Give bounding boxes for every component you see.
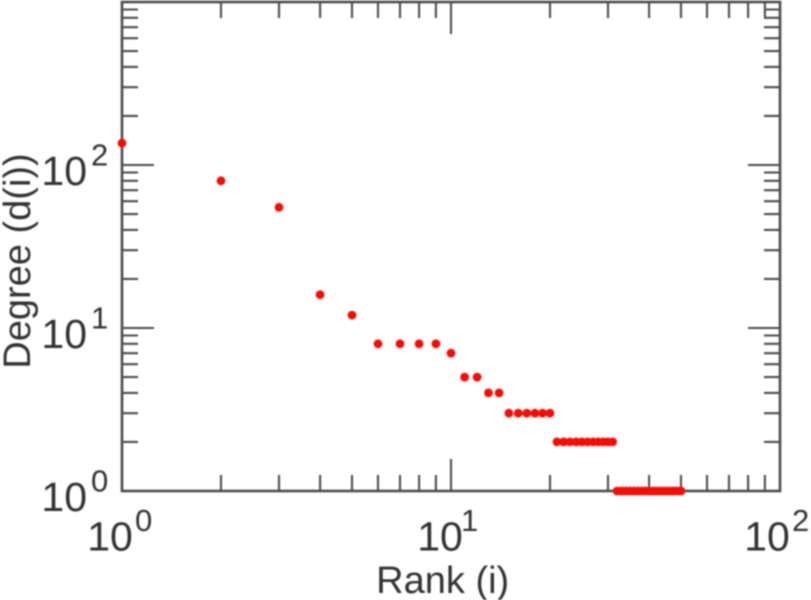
svg-text:10: 10 bbox=[744, 514, 790, 560]
svg-text:1: 1 bbox=[461, 503, 478, 538]
svg-text:1: 1 bbox=[91, 301, 108, 336]
svg-text:Degree (d(i)): Degree (d(i)) bbox=[0, 153, 39, 368]
svg-text:2: 2 bbox=[91, 138, 108, 173]
svg-text:10: 10 bbox=[41, 474, 87, 520]
svg-text:0: 0 bbox=[135, 503, 152, 538]
svg-text:2: 2 bbox=[792, 503, 809, 538]
svg-text:0: 0 bbox=[91, 464, 108, 499]
svg-text:10: 10 bbox=[41, 148, 87, 194]
svg-text:10: 10 bbox=[417, 514, 463, 560]
svg-text:Rank (i): Rank (i) bbox=[376, 560, 509, 600]
svg-text:10: 10 bbox=[41, 311, 87, 357]
svg-text:10: 10 bbox=[87, 514, 133, 560]
